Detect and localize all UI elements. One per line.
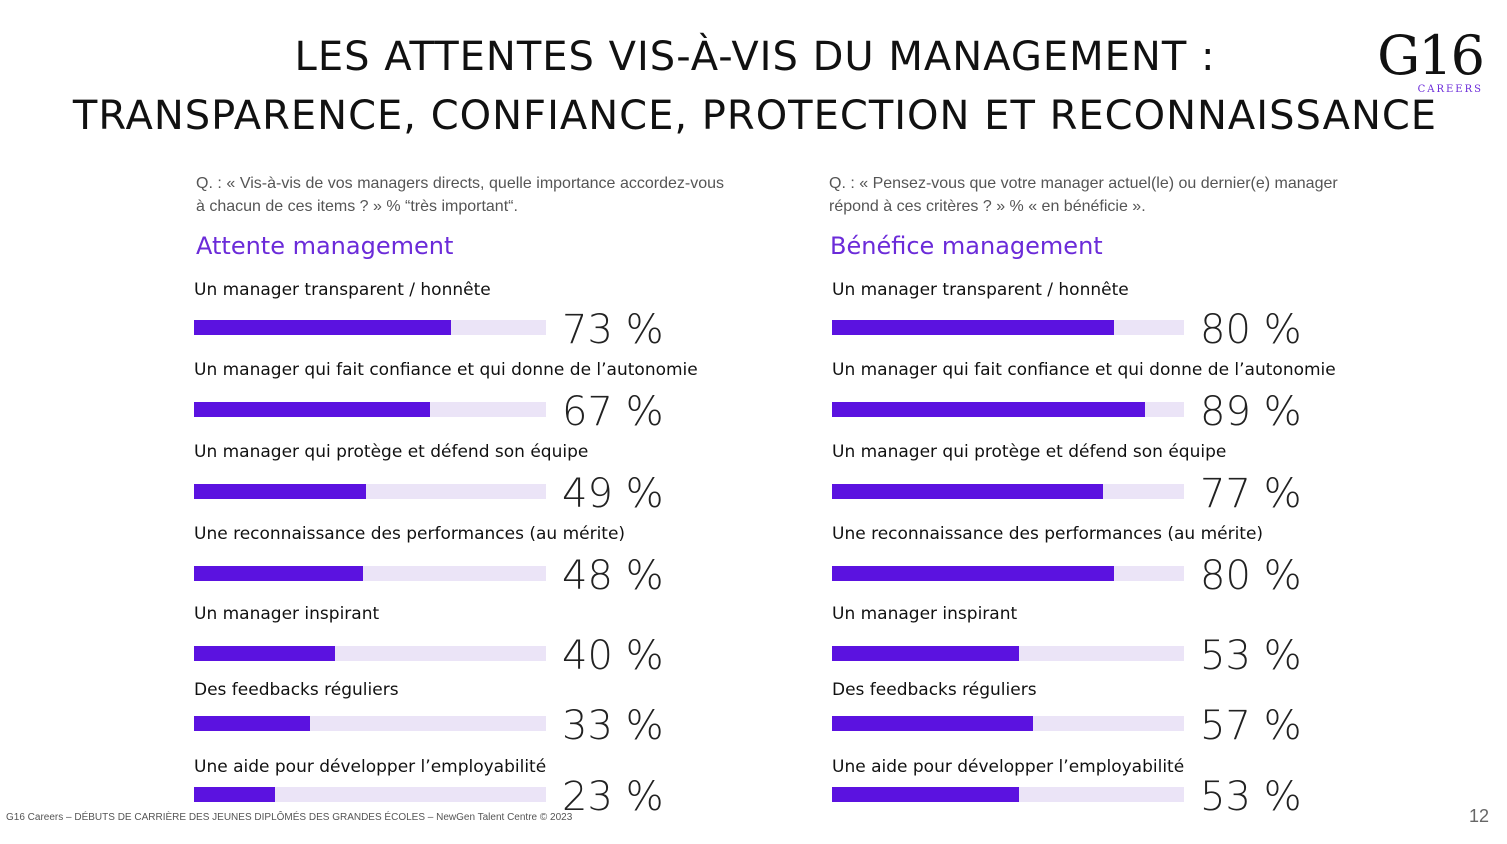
- page-title-line-1: LES ATTENTES VIS-À-VIS DU MANAGEMENT :: [294, 34, 1216, 80]
- bar-category-label: Un manager transparent / honnête: [832, 280, 1129, 300]
- bar-category-label: Une aide pour développer l’employabilité: [832, 757, 1185, 777]
- bar: [832, 320, 1114, 335]
- bar-category-label: Un manager transparent / honnête: [194, 280, 491, 300]
- bar-track: [194, 716, 546, 731]
- bar-category-label: Des feedbacks réguliers: [832, 680, 1037, 700]
- bar-value-label: 80 %: [1200, 553, 1302, 599]
- left-chart-heading: Attente management: [196, 232, 454, 260]
- bar-value-label: 89 %: [1200, 389, 1302, 435]
- bar-track: [194, 787, 546, 802]
- page-title-line-2: TRANSPARENCE, CONFIANCE, PROTECTION ET R…: [72, 93, 1438, 139]
- bar-value-label: 48 %: [562, 553, 664, 599]
- bar-track: [832, 484, 1184, 499]
- bar-value-label: 40 %: [562, 633, 664, 679]
- bar: [194, 646, 335, 661]
- bar: [194, 402, 430, 417]
- bar-category-label: Une reconnaissance des performances (au …: [194, 524, 626, 544]
- bar-value-label: 33 %: [562, 703, 664, 749]
- bar-value-label: 23 %: [562, 774, 664, 820]
- right-chart-heading: Bénéfice management: [830, 232, 1103, 260]
- g16-careers-logo: G16 CAREERS: [1373, 24, 1485, 96]
- bar: [194, 716, 311, 731]
- bar: [194, 566, 363, 581]
- bar-category-label: Des feedbacks réguliers: [194, 680, 399, 700]
- bar-track: [832, 787, 1184, 802]
- bar-value-label: 77 %: [1200, 471, 1302, 517]
- bar-category-label: Une reconnaissance des performances (au …: [832, 524, 1264, 544]
- bar-track: [194, 402, 546, 417]
- bar-category-label: Une aide pour développer l’employabilité: [194, 757, 547, 777]
- bar-track: [194, 484, 546, 499]
- left-question: Q. : « Vis-à-vis de vos managers directs…: [196, 175, 724, 215]
- bar-value-label: 57 %: [1200, 703, 1302, 749]
- bar: [194, 787, 275, 802]
- bar-value-label: 53 %: [1200, 633, 1302, 679]
- bar-category-label: Un manager inspirant: [194, 604, 380, 624]
- bar-track: [194, 566, 546, 581]
- bar-value-label: 80 %: [1200, 307, 1302, 353]
- bar-value-label: 53 %: [1200, 774, 1302, 820]
- bar-category-label: Un manager qui fait confiance et qui don…: [194, 360, 698, 380]
- bar-track: [194, 320, 546, 335]
- footer-source: G16 Careers – DÉBUTS DE CARRIÈRE DES JEU…: [6, 812, 573, 823]
- bar-track: [832, 646, 1184, 661]
- logo-wordmark: G16: [1377, 24, 1485, 87]
- bar-track: [832, 566, 1184, 581]
- bar-category-label: Un manager qui fait confiance et qui don…: [832, 360, 1336, 380]
- bar-category-label: Un manager qui protège et défend son équ…: [832, 442, 1227, 462]
- bar: [832, 787, 1019, 802]
- bar: [194, 484, 367, 499]
- right-question: Q. : « Pensez-vous que votre manager act…: [829, 175, 1338, 215]
- bar-value-label: 67 %: [562, 389, 664, 435]
- bar: [832, 646, 1019, 661]
- bar-category-label: Un manager inspirant: [832, 604, 1018, 624]
- bar: [832, 402, 1146, 417]
- logo-subtitle: CAREERS: [1417, 84, 1483, 95]
- bar-value-label: 49 %: [562, 471, 664, 517]
- bar-track: [832, 402, 1184, 417]
- bar: [832, 716, 1033, 731]
- bar-track: [832, 320, 1184, 335]
- bar-track: [194, 646, 546, 661]
- page-number: 12: [1468, 806, 1489, 826]
- bar-track: [832, 716, 1184, 731]
- bar: [194, 320, 451, 335]
- bar: [832, 484, 1104, 499]
- bar-value-label: 73 %: [562, 307, 664, 353]
- bar-category-label: Un manager qui protège et défend son équ…: [194, 442, 589, 462]
- bar: [832, 566, 1114, 581]
